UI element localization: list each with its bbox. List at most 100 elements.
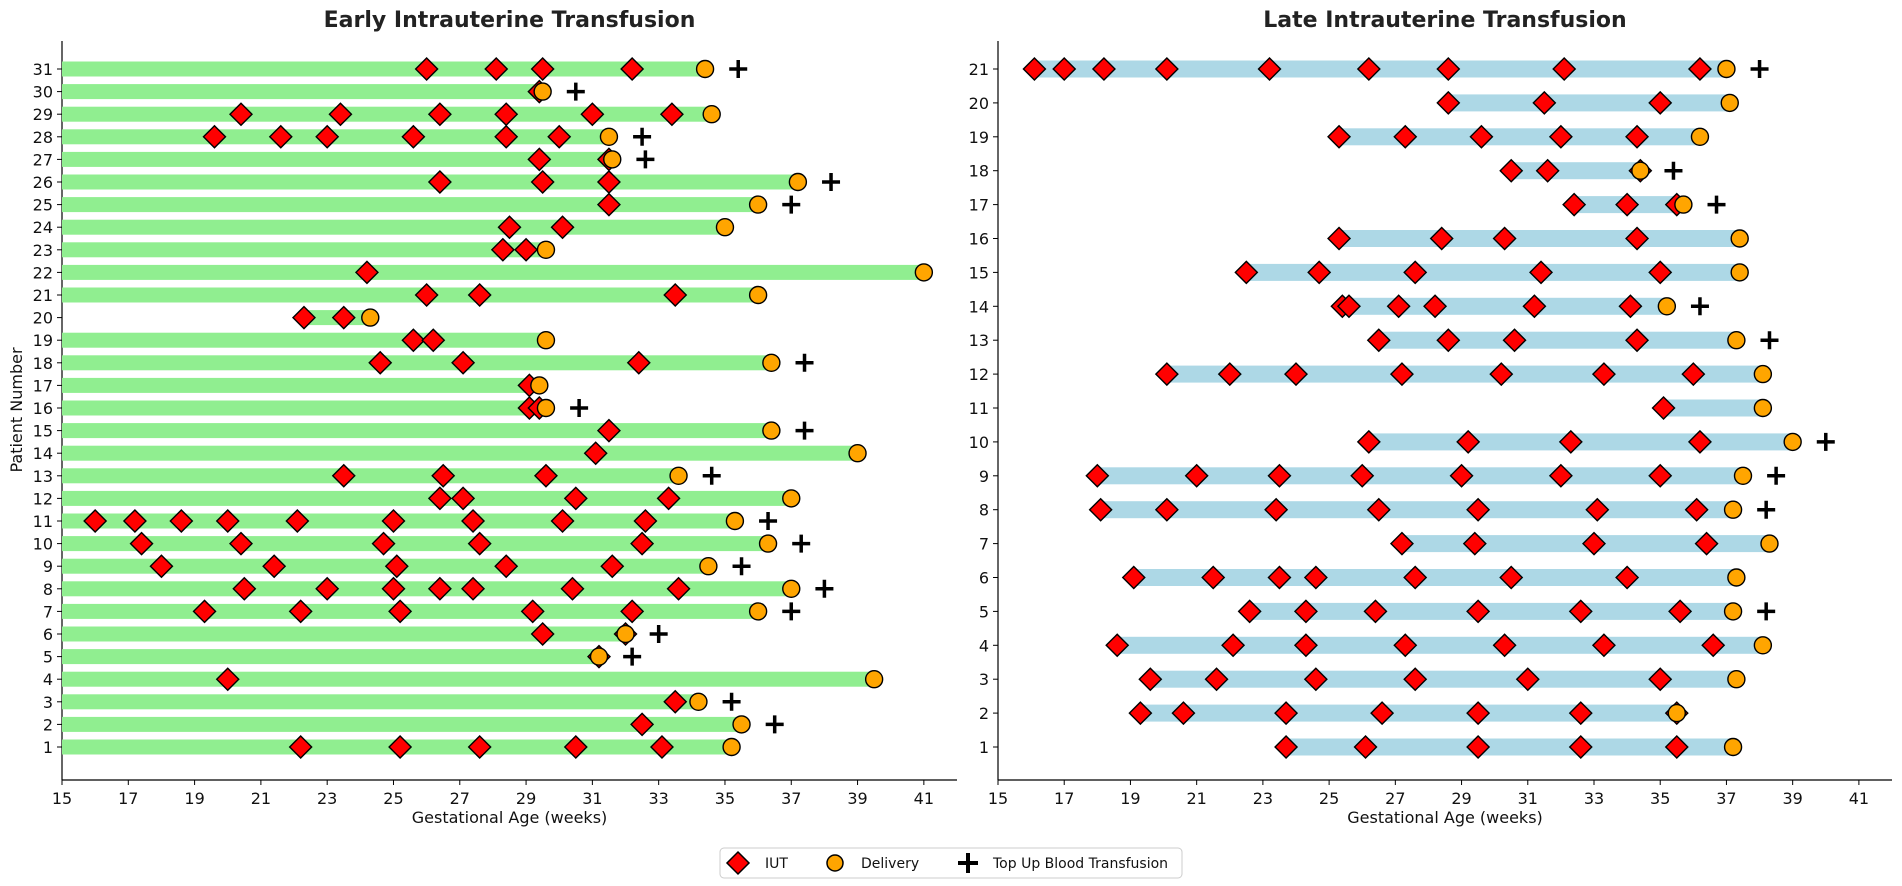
topup-marker [795, 353, 814, 372]
iut-marker [1284, 362, 1308, 387]
topup-marker [722, 692, 741, 711]
topup-marker [1816, 432, 1835, 451]
iut-marker [656, 486, 681, 511]
iut-marker [620, 599, 645, 624]
iut-marker [371, 531, 396, 556]
patient-bar [62, 197, 759, 213]
y-tick-label: 14 [969, 297, 989, 316]
x-tick-label: 19 [1120, 789, 1140, 808]
iut-marker [315, 124, 340, 149]
iut-marker [315, 576, 340, 601]
iut-marker [1307, 260, 1332, 285]
delivery-marker [1674, 195, 1693, 214]
iut-marker [530, 622, 555, 646]
x-tick-label: 25 [1319, 789, 1339, 808]
y-tick-label: 17 [33, 376, 53, 395]
y-tick-label: 23 [33, 241, 53, 260]
x-tick-label: 27 [1385, 789, 1405, 808]
iut-marker [1171, 701, 1196, 726]
topup-marker [759, 512, 778, 530]
delivery-marker [1727, 331, 1746, 350]
iut-marker [381, 576, 406, 601]
y-tick-label: 10 [969, 433, 989, 452]
iut-marker [401, 124, 426, 149]
iut-marker [527, 147, 552, 172]
iut-marker [414, 283, 439, 307]
iut-marker [1085, 463, 1110, 488]
patient-bar [62, 219, 725, 235]
y-tick-label: 9 [43, 557, 53, 576]
y-tick-label: 21 [33, 286, 53, 305]
iut-marker [1456, 429, 1481, 454]
delivery-marker [533, 82, 552, 101]
iut-marker [1105, 633, 1130, 658]
x-tick-label: 15 [988, 789, 1008, 808]
topup-marker [702, 466, 721, 485]
iut-marker [1267, 463, 1292, 488]
delivery-marker [914, 263, 934, 282]
iut-marker [1591, 362, 1616, 387]
topup-marker [1760, 331, 1779, 350]
iut-marker [122, 509, 147, 533]
x-tick-label: 27 [450, 789, 470, 808]
topup-marker [633, 127, 652, 146]
iut-marker [1492, 226, 1517, 251]
iut-marker [129, 531, 154, 556]
delivery-marker [702, 104, 721, 124]
iut-marker [1591, 633, 1616, 658]
x-tick-label: 15 [52, 789, 72, 808]
topup-marker [1690, 297, 1709, 316]
x-tick-label: 37 [1716, 789, 1736, 808]
iut-marker [1681, 362, 1706, 387]
delivery-marker [616, 624, 635, 644]
patient-bar [62, 423, 772, 439]
x-tick-label: 31 [582, 789, 602, 808]
x-tick-label: 23 [317, 789, 337, 808]
iut-marker [328, 102, 353, 127]
delivery-marker [788, 172, 808, 192]
y-tick-label: 9 [979, 467, 989, 486]
patient-bar [1339, 128, 1700, 146]
iut-marker [530, 57, 555, 81]
iut-marker [1618, 294, 1643, 319]
iut-marker [431, 463, 456, 488]
iut-marker [1154, 57, 1179, 81]
iut-marker [583, 441, 608, 466]
iut-marker [384, 554, 409, 579]
delivery-marker [1733, 466, 1753, 485]
iut-marker [1403, 260, 1428, 285]
y-tick-label: 31 [33, 60, 53, 79]
iut-marker [427, 576, 452, 601]
legend-iut-label: IUT [765, 856, 788, 872]
patient-bar [62, 377, 540, 393]
iut-marker [1466, 735, 1491, 759]
topup-marker [782, 195, 801, 214]
iut-marker [331, 463, 356, 488]
iut-marker [1548, 124, 1573, 149]
iut-marker [1648, 90, 1673, 115]
iut-marker [288, 599, 313, 624]
legend-topup-marker [958, 853, 978, 873]
y-tick-label: 27 [33, 150, 53, 169]
iut-marker [1264, 497, 1289, 522]
iut-marker [1648, 667, 1673, 692]
y-tick-label: 13 [969, 331, 989, 350]
iut-marker [1684, 497, 1709, 522]
iut-marker [1088, 497, 1113, 522]
iut-marker [533, 463, 558, 488]
iut-marker [288, 735, 313, 759]
iut-marker [262, 554, 287, 579]
patient-bar [1378, 331, 1737, 349]
iut-marker [1436, 328, 1461, 353]
iut-marker [1449, 463, 1474, 488]
iut-marker [1389, 531, 1414, 556]
x-tick-label: 21 [1186, 789, 1206, 808]
legend-delivery-label: Delivery [861, 856, 919, 872]
y-tick-label: 12 [969, 365, 989, 384]
patient-bar [1166, 365, 1763, 383]
iut-marker [620, 57, 645, 81]
iut-marker [600, 554, 625, 579]
iut-marker [1221, 633, 1246, 658]
y-tick-label: 8 [43, 580, 53, 599]
